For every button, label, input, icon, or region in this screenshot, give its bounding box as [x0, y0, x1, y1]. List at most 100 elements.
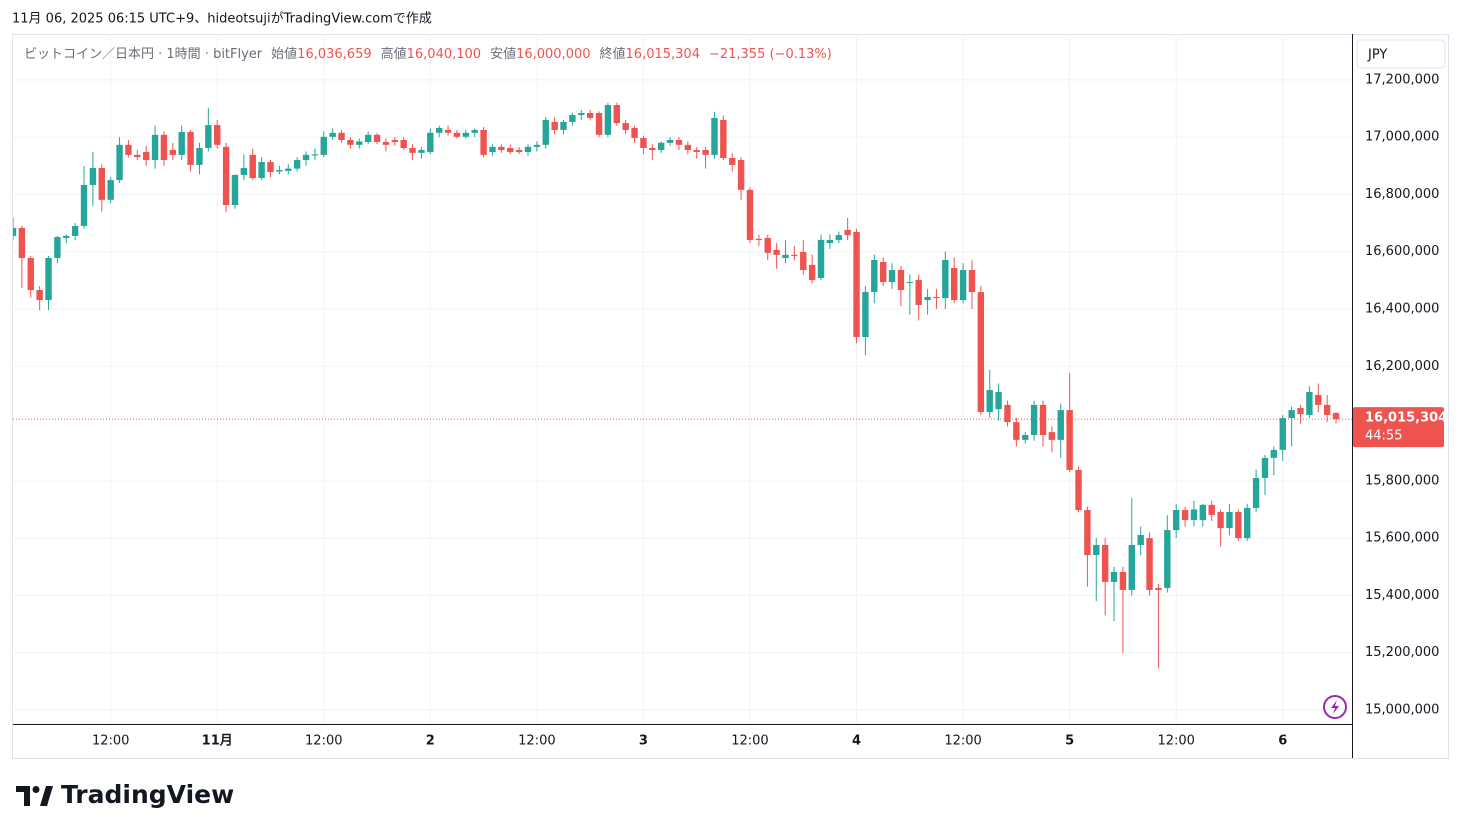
legend-open-label: 始値 [271, 46, 297, 62]
candle-body [347, 139, 354, 145]
candle-body [560, 121, 567, 130]
candle-body [524, 146, 532, 153]
candle-body [1226, 512, 1233, 529]
x-tick-label: 12:00 [731, 734, 768, 749]
candle-body [1155, 587, 1162, 590]
candle-body [125, 144, 132, 155]
y-tick-label: 17,200,000 [1365, 72, 1439, 87]
candle-body [1252, 477, 1260, 509]
candle-body [18, 227, 26, 258]
candle-body [835, 235, 842, 240]
candle-body [755, 238, 763, 240]
candle-body [675, 139, 683, 145]
candle-body [1101, 544, 1109, 582]
candle-body [862, 292, 869, 338]
candle-body [702, 150, 709, 155]
candle-body [471, 129, 478, 133]
candle-body [640, 137, 647, 148]
candle-body [817, 239, 825, 279]
candle-body [169, 150, 177, 155]
candle-body [1119, 571, 1127, 590]
candle-body [542, 119, 549, 145]
candle-body [871, 259, 878, 293]
currency[interactable]: JPY [1367, 48, 1387, 63]
candle-body [1030, 404, 1038, 435]
candle-body [888, 270, 896, 283]
candle-body [134, 154, 141, 158]
candle-body [578, 113, 585, 116]
tradingview-logo: TradingView [16, 780, 234, 809]
candle-body [782, 254, 789, 258]
candle-body [462, 132, 470, 137]
legend: ビットコイン／日本円 · 1時間 · bitFlyer 始値16,036,659 高… [24, 46, 832, 62]
x-tick-label: 12:00 [1157, 734, 1194, 749]
candle-body [995, 392, 1002, 410]
candle-body [1244, 508, 1251, 539]
candle-body [489, 146, 496, 153]
candle-body [1181, 510, 1189, 521]
candle-body [649, 147, 656, 151]
candle-body [276, 170, 283, 172]
candle-body [791, 254, 798, 256]
legend-high: 16,040,100 [407, 47, 481, 62]
candle-body [986, 390, 993, 413]
candle-body [1057, 410, 1064, 440]
legend-low-label: 安値 [490, 46, 516, 62]
candle-body [1279, 418, 1286, 450]
candle-body [320, 136, 327, 155]
candle-body [151, 134, 159, 161]
candle-body [915, 280, 922, 305]
candle-body [267, 162, 274, 173]
candle-body [400, 139, 407, 148]
countdown: 44:55 [1365, 429, 1402, 444]
chart-frame [12, 34, 1449, 759]
candle-body [498, 146, 505, 151]
candle-body [293, 160, 301, 169]
credit: 11月 06, 2025 06:15 UTC+9、hideotsujiがTrad… [12, 12, 432, 27]
candle-body [1013, 422, 1020, 440]
candle-body [693, 150, 700, 153]
candle-body [71, 225, 79, 236]
candle-body [622, 123, 629, 130]
y-tick-label: 16,400,000 [1365, 301, 1439, 316]
candle-body [1217, 512, 1224, 529]
y-tick-label: 16,200,000 [1365, 359, 1439, 374]
candle-body [89, 168, 97, 185]
candle-body [453, 132, 461, 137]
candle-body [826, 239, 834, 244]
candle-body [1190, 509, 1198, 521]
candle-body [116, 144, 123, 181]
candle-body [444, 129, 452, 133]
candle-body [569, 115, 576, 122]
candle-body [1110, 571, 1118, 582]
candle-body [1022, 434, 1029, 440]
candle-body [764, 237, 771, 253]
candle-body [1297, 408, 1304, 415]
candle-body [373, 134, 381, 142]
currency-box[interactable] [1356, 39, 1446, 69]
candle-body [533, 144, 541, 147]
candle-body [436, 127, 443, 133]
candle-body [515, 150, 523, 153]
candle-body [356, 141, 363, 145]
candle-body [249, 154, 256, 179]
candle-body [36, 290, 43, 301]
last-price-label: 16,015,304 [1365, 411, 1447, 426]
legend-symbol: ビットコイン／日本円 · 1時間 · bitFlyer [24, 47, 263, 62]
candle-body [1270, 449, 1278, 458]
x-tick-label: 2 [426, 734, 435, 749]
candle-body [1137, 534, 1144, 545]
y-tick-label: 15,200,000 [1365, 645, 1439, 660]
candle-body [45, 257, 52, 301]
candle-body [942, 259, 949, 299]
candle-body [737, 160, 745, 190]
candle-body [951, 268, 958, 301]
candle-body [80, 184, 88, 226]
candle-body [222, 146, 230, 205]
candle-body [1084, 510, 1091, 556]
candle-body [418, 150, 425, 153]
y-tick-label: 15,000,000 [1365, 702, 1439, 717]
candle-body [311, 154, 319, 156]
